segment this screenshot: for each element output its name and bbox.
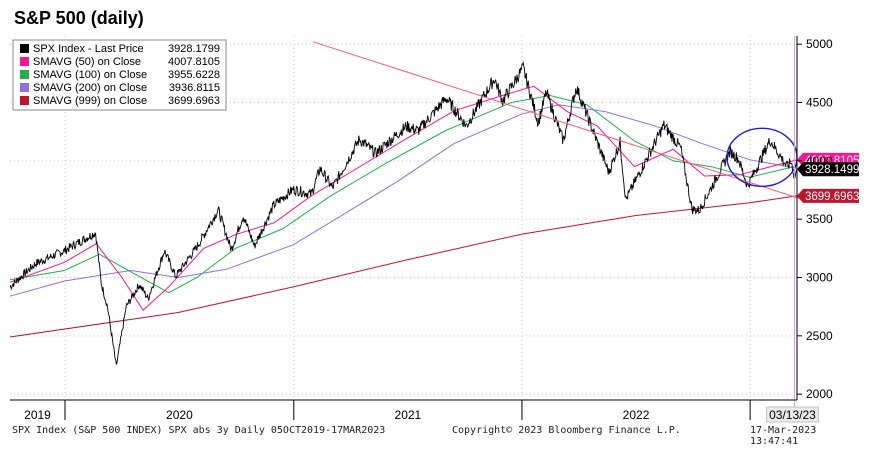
- sma100-line: [9, 94, 798, 294]
- sma200-line: [9, 104, 798, 297]
- legend-value: 3928.1799: [168, 43, 220, 55]
- y-tick-label: 2500: [806, 329, 833, 343]
- sma999-line: [9, 195, 798, 338]
- sma50-line: [9, 85, 798, 311]
- x-tick-label: 2022: [623, 408, 650, 422]
- x-tick-label: 2019: [24, 408, 51, 422]
- legend-label: SMAVG (999) on Close: [33, 95, 147, 107]
- footer-source: SPX Index (S&P 500 INDEX) SPX abs 3y Dai…: [12, 425, 386, 436]
- legend-label: SPX Index - Last Price: [33, 43, 144, 55]
- legend-value: 3936.8115: [169, 82, 220, 94]
- legend-label: SMAVG (50) on Close: [33, 56, 141, 68]
- chart-title: S&P 500 (daily): [14, 8, 144, 28]
- y-tick-label: 5000: [806, 37, 833, 51]
- flag-sma999-label: 3699.6963: [805, 191, 859, 203]
- flag-last-price: [797, 162, 859, 177]
- legend-swatch: [20, 96, 29, 105]
- legend: SPX Index - Last Price 3928.1799 SMAVG (50…: [12, 39, 227, 111]
- legend-value: 3955.6228: [168, 69, 220, 81]
- y-tick-label: 3000: [806, 271, 833, 285]
- legend-label: SMAVG (200) on Close: [33, 82, 147, 94]
- x-tick-label: 2021: [395, 408, 422, 422]
- flag-sma999: [797, 188, 859, 203]
- y-tick-label: 4500: [806, 96, 833, 110]
- legend-swatch: [20, 57, 29, 66]
- series-layer: [9, 60, 798, 366]
- y-tick-label: 2000: [806, 387, 833, 401]
- legend-label: SMAVG (100) on Close: [33, 69, 147, 81]
- date-marker-label: 03/13/23: [769, 408, 816, 422]
- x-tick-label: 2020: [166, 408, 193, 422]
- legend-swatch: [20, 44, 29, 53]
- legend-swatch: [20, 70, 29, 79]
- spx-price-line: [9, 60, 798, 366]
- footer-copyright: Copyright© 2023 Bloomberg Finance L.P.: [452, 425, 681, 436]
- y-tick-label: 3500: [806, 212, 833, 226]
- legend-swatch: [20, 83, 29, 92]
- legend-value: 4007.8105: [168, 56, 220, 68]
- footer-timestamp: 17-Mar-2023 13:47:41: [750, 425, 817, 447]
- axes: 2000 2500 3000 3500 4000 4500 5000 2019 2020 2021…: [10, 36, 833, 422]
- y-tick-label: 4000: [806, 154, 833, 168]
- legend-box: [12, 39, 227, 111]
- date-marker-box: [766, 406, 819, 423]
- trendline: [313, 41, 806, 201]
- flag-last-price-label: 3928.1499: [805, 164, 859, 176]
- legend-value: 3699.6963: [168, 95, 220, 107]
